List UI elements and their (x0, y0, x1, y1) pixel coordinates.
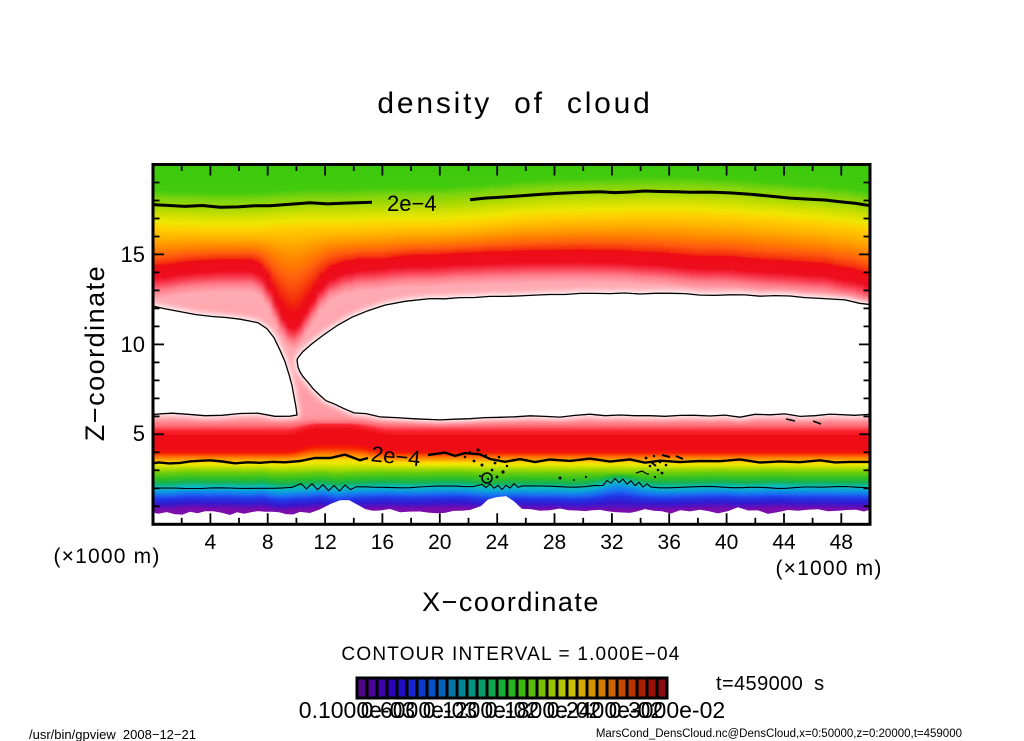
svg-text:44: 44 (772, 531, 796, 554)
svg-text:0.1800e-02: 0.1800e-02 (485, 697, 601, 723)
svg-text:28: 28 (543, 531, 566, 554)
svg-text:0.3000e-02: 0.3000e-02 (609, 697, 725, 723)
svg-text:density of cloud: density of cloud (377, 87, 652, 120)
svg-text:2e−4: 2e−4 (370, 441, 422, 471)
svg-text:/usr/bin/gpview 2008−12−21: /usr/bin/gpview 2008−12−21 (29, 727, 196, 741)
svg-text:8: 8 (262, 531, 274, 554)
svg-text:X−coordinate: X−coordinate (422, 587, 600, 617)
svg-text:10: 10 (121, 332, 145, 357)
svg-text:CONTOUR INTERVAL = 1.000E−04: CONTOUR INTERVAL = 1.000E−04 (341, 644, 680, 665)
svg-text:16: 16 (371, 531, 394, 554)
svg-text:0.2400e-02: 0.2400e-02 (547, 697, 663, 723)
svg-text:15: 15 (121, 242, 145, 267)
svg-text:32: 32 (600, 531, 623, 554)
svg-text:0.1000e-03: 0.1000e-03 (299, 697, 415, 723)
svg-text:MarsCond_DensCloud.nc@DensClou: MarsCond_DensCloud.nc@DensCloud,x=0:5000… (596, 728, 962, 740)
svg-text:4: 4 (205, 531, 217, 554)
svg-text:48: 48 (830, 531, 853, 554)
svg-text:(×1000 m): (×1000 m) (775, 557, 882, 580)
svg-text:40: 40 (715, 531, 738, 554)
svg-text:36: 36 (658, 531, 681, 554)
svg-text:Z−coordinate: Z−coordinate (80, 265, 110, 441)
svg-text:20: 20 (428, 531, 451, 554)
svg-text:0.6000e-03: 0.6000e-03 (361, 697, 477, 723)
svg-text:(×1000 m): (×1000 m) (53, 545, 160, 568)
svg-text:t=459000 s: t=459000 s (716, 673, 825, 695)
svg-text:2e−4: 2e−4 (387, 191, 437, 216)
svg-text:24: 24 (486, 531, 510, 554)
svg-text:0.1200e-02: 0.1200e-02 (423, 697, 539, 723)
svg-text:12: 12 (313, 531, 336, 554)
svg-text:5: 5 (133, 421, 145, 446)
